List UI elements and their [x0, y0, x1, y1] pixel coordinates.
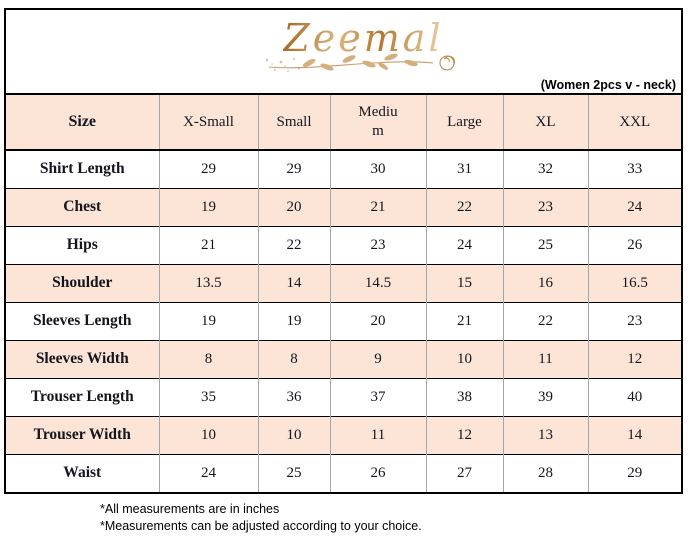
size-value-cell: 21 [158, 225, 258, 264]
size-value-cell: 14 [587, 415, 681, 454]
size-value-cell: 21 [329, 187, 426, 226]
size-value-cell: 16 [502, 263, 588, 302]
size-chart-sheet: Zeemal (Women 2pcs [4, 8, 683, 494]
table-row: Trouser Width 10 10 11 12 13 14 [6, 415, 681, 454]
size-value-cell: 10 [425, 339, 503, 378]
size-value-cell: 38 [425, 377, 503, 416]
size-value-cell: 36 [257, 377, 330, 416]
floral-sprig-icon [265, 53, 455, 72]
column-header-medium-text: Medium [358, 103, 398, 140]
size-value-cell: 25 [257, 453, 330, 492]
table-row: Shirt Length 29 29 30 31 32 33 [6, 150, 681, 188]
note-line: *All measurements are in inches [100, 502, 280, 516]
size-value-cell: 32 [502, 150, 588, 188]
size-value-cell: 26 [587, 225, 681, 264]
size-value-cell: 37 [329, 377, 426, 416]
size-value-cell: 16.5 [587, 263, 681, 302]
size-chart-table: Size X-Small Small Medium Large XL XXL S… [6, 95, 681, 492]
size-value-cell: 8 [257, 339, 330, 378]
column-header-large: Large [425, 95, 503, 151]
size-value-cell: 19 [158, 301, 258, 340]
size-value-cell: 14 [257, 263, 330, 302]
size-value-cell: 33 [587, 150, 681, 188]
size-value-cell: 8 [158, 339, 258, 378]
size-value-cell: 26 [329, 453, 426, 492]
size-value-cell: 19 [158, 187, 258, 226]
size-value-cell: 27 [425, 453, 503, 492]
size-value-cell: 40 [587, 377, 681, 416]
size-value-cell: 10 [257, 415, 330, 454]
table-row: Sleeves Length 19 19 20 21 22 23 [6, 301, 681, 340]
column-header-xxl: XXL [587, 95, 681, 151]
size-value-cell: 12 [587, 339, 681, 378]
size-value-cell: 11 [502, 339, 588, 378]
size-value-cell: 22 [257, 225, 330, 264]
size-value-cell: 15 [425, 263, 503, 302]
table-row: Chest 19 20 21 22 23 24 [6, 187, 681, 226]
footer-notes: *All measurements are in inches *Measure… [100, 501, 422, 534]
row-label: Hips [6, 225, 159, 264]
row-label: Chest [6, 187, 159, 226]
table-row: Hips 21 22 23 24 25 26 [6, 225, 681, 264]
size-value-cell: 31 [425, 150, 503, 188]
size-value-cell: 24 [158, 453, 258, 492]
column-header-xsmall: X-Small [158, 95, 258, 151]
size-value-cell: 22 [502, 301, 588, 340]
row-label: Sleeves Width [6, 339, 159, 378]
size-value-cell: 24 [425, 225, 503, 264]
size-value-cell: 20 [257, 187, 330, 226]
size-value-cell: 13 [502, 415, 588, 454]
row-label: Waist [6, 453, 159, 492]
size-value-cell: 19 [257, 301, 330, 340]
row-label: Shirt Length [39, 160, 125, 178]
row-label: Trouser Length [6, 377, 159, 416]
table-row: Shoulder 13.5 14 14.5 15 16 16.5 [6, 263, 681, 302]
table-row: Waist 24 25 26 27 28 29 [6, 453, 681, 492]
row-label: Shoulder [6, 263, 159, 302]
size-value-cell: 23 [502, 187, 588, 226]
table-row: Sleeves Width 8 8 9 10 11 12 [6, 339, 681, 378]
table-row: Trouser Length 35 36 37 38 39 40 [6, 377, 681, 416]
size-value-cell: 10 [158, 415, 258, 454]
size-value-cell: 23 [329, 225, 426, 264]
size-value-cell: 35 [158, 377, 258, 416]
size-value-cell: 12 [425, 415, 503, 454]
row-label: Trouser Width [6, 415, 159, 454]
size-value-cell: 9 [329, 339, 426, 378]
size-value-cell: 21 [425, 301, 503, 340]
size-value-cell: 30 [329, 150, 426, 188]
size-value-cell: 24 [587, 187, 681, 226]
column-header-small: Small [257, 95, 330, 151]
size-value-cell: 28 [502, 453, 588, 492]
size-value-cell: 23 [587, 301, 681, 340]
size-value-cell: 25 [502, 225, 588, 264]
column-header-medium: Medium [329, 95, 426, 151]
garment-type-label: (Women 2pcs v - neck) [540, 78, 676, 92]
size-value-cell: 14.5 [329, 263, 426, 302]
brand-logo-text: Zeemal [283, 16, 444, 60]
size-value-cell: 29 [587, 453, 681, 492]
size-value-cell: 11 [329, 415, 426, 454]
brand-masthead: Zeemal (Women 2pcs [6, 10, 681, 95]
column-header-size: Size [6, 95, 159, 151]
size-value-cell: 20 [329, 301, 426, 340]
size-value-cell: 22 [425, 187, 503, 226]
size-value-cell: 29 [158, 150, 258, 188]
header-row: Size X-Small Small Medium Large XL XXL [6, 95, 681, 151]
note-line: *Measurements can be adjusted according … [100, 518, 422, 533]
column-header-xl: XL [502, 95, 588, 151]
size-value-cell: 13.5 [158, 263, 258, 302]
size-value-cell: 29 [257, 150, 330, 188]
row-label: Sleeves Length [6, 301, 159, 340]
size-value-cell: 39 [502, 377, 588, 416]
